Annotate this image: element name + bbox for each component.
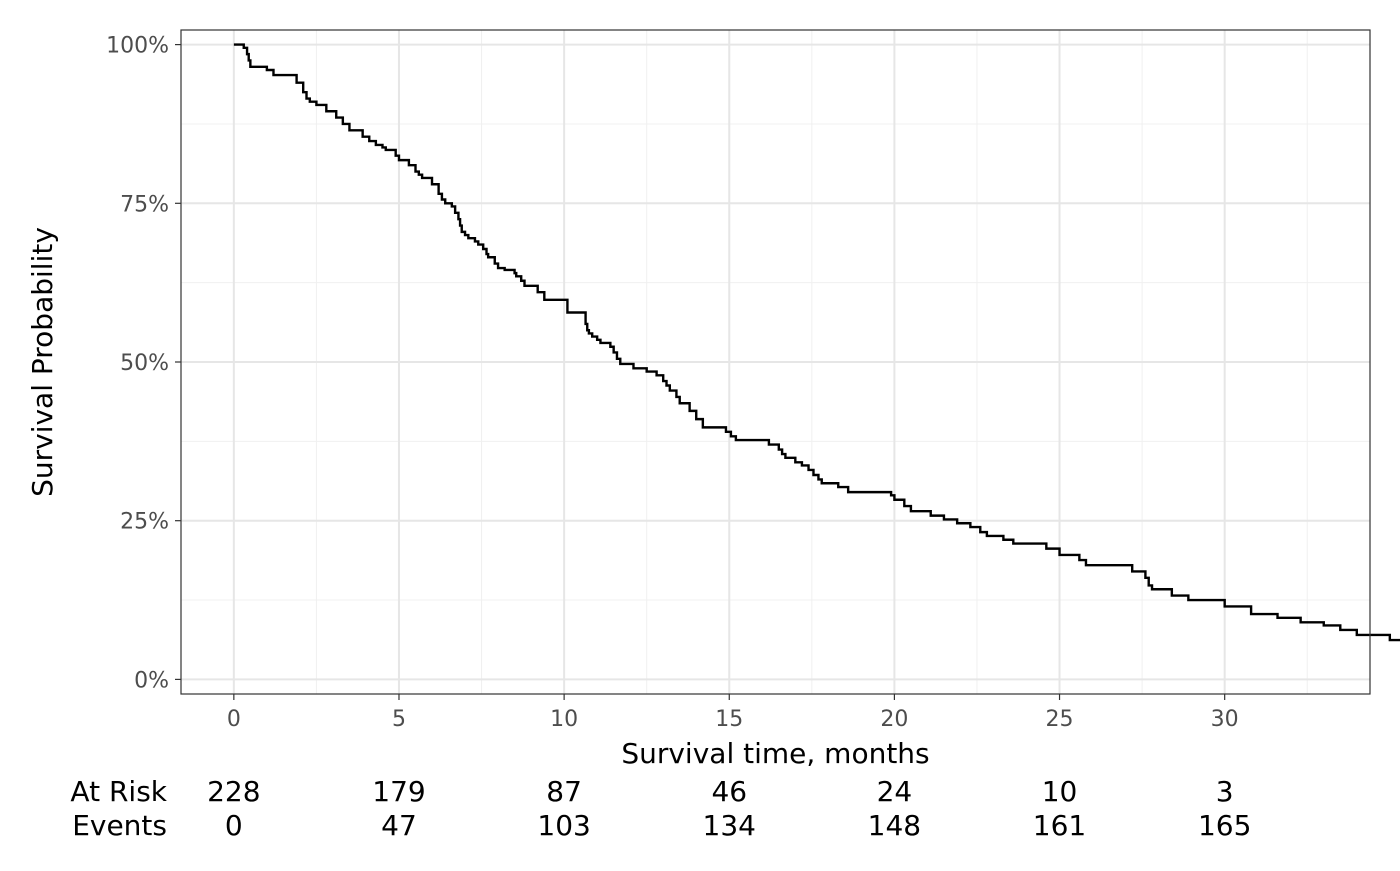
risk-value: 134 xyxy=(703,809,756,842)
grid-layer xyxy=(181,30,1370,694)
risk-value: 165 xyxy=(1198,809,1251,842)
risk-value: 179 xyxy=(372,775,425,808)
axis-layer: 0 5 10 15 20 25 30 0% 25% 50% 75% 100% xyxy=(106,34,1239,732)
risk-value: 0 xyxy=(225,809,243,842)
y-tick-label: 75% xyxy=(120,192,169,217)
survival-curve xyxy=(233,43,1400,642)
x-tick-label: 5 xyxy=(392,707,406,732)
risk-value: 161 xyxy=(1033,809,1086,842)
risk-value: 148 xyxy=(868,809,921,842)
y-tick-label: 0% xyxy=(134,668,169,693)
risk-value: 103 xyxy=(537,809,590,842)
risk-value: 10 xyxy=(1042,775,1078,808)
x-tick-label: 0 xyxy=(227,707,241,732)
risk-row-label: Events xyxy=(72,809,167,842)
risk-row-label: At Risk xyxy=(70,775,167,808)
risk-value: 46 xyxy=(711,775,747,808)
x-tick-label: 30 xyxy=(1211,707,1239,732)
risk-value: 24 xyxy=(877,775,913,808)
y-axis-title: Survival Probability xyxy=(26,227,59,497)
x-tick-label: 20 xyxy=(880,707,908,732)
risk-value: 228 xyxy=(207,775,260,808)
x-axis-title: Survival time, months xyxy=(621,737,929,770)
y-tick-label: 100% xyxy=(106,34,169,59)
risk-value: 3 xyxy=(1216,775,1234,808)
x-tick-label: 25 xyxy=(1046,707,1074,732)
y-tick-label: 50% xyxy=(120,351,169,376)
data-layer xyxy=(233,43,1400,642)
risk-value: 47 xyxy=(381,809,417,842)
y-tick-label: 25% xyxy=(120,510,169,535)
risk-value: 87 xyxy=(546,775,582,808)
x-tick-label: 10 xyxy=(550,707,578,732)
x-tick-label: 15 xyxy=(715,707,743,732)
